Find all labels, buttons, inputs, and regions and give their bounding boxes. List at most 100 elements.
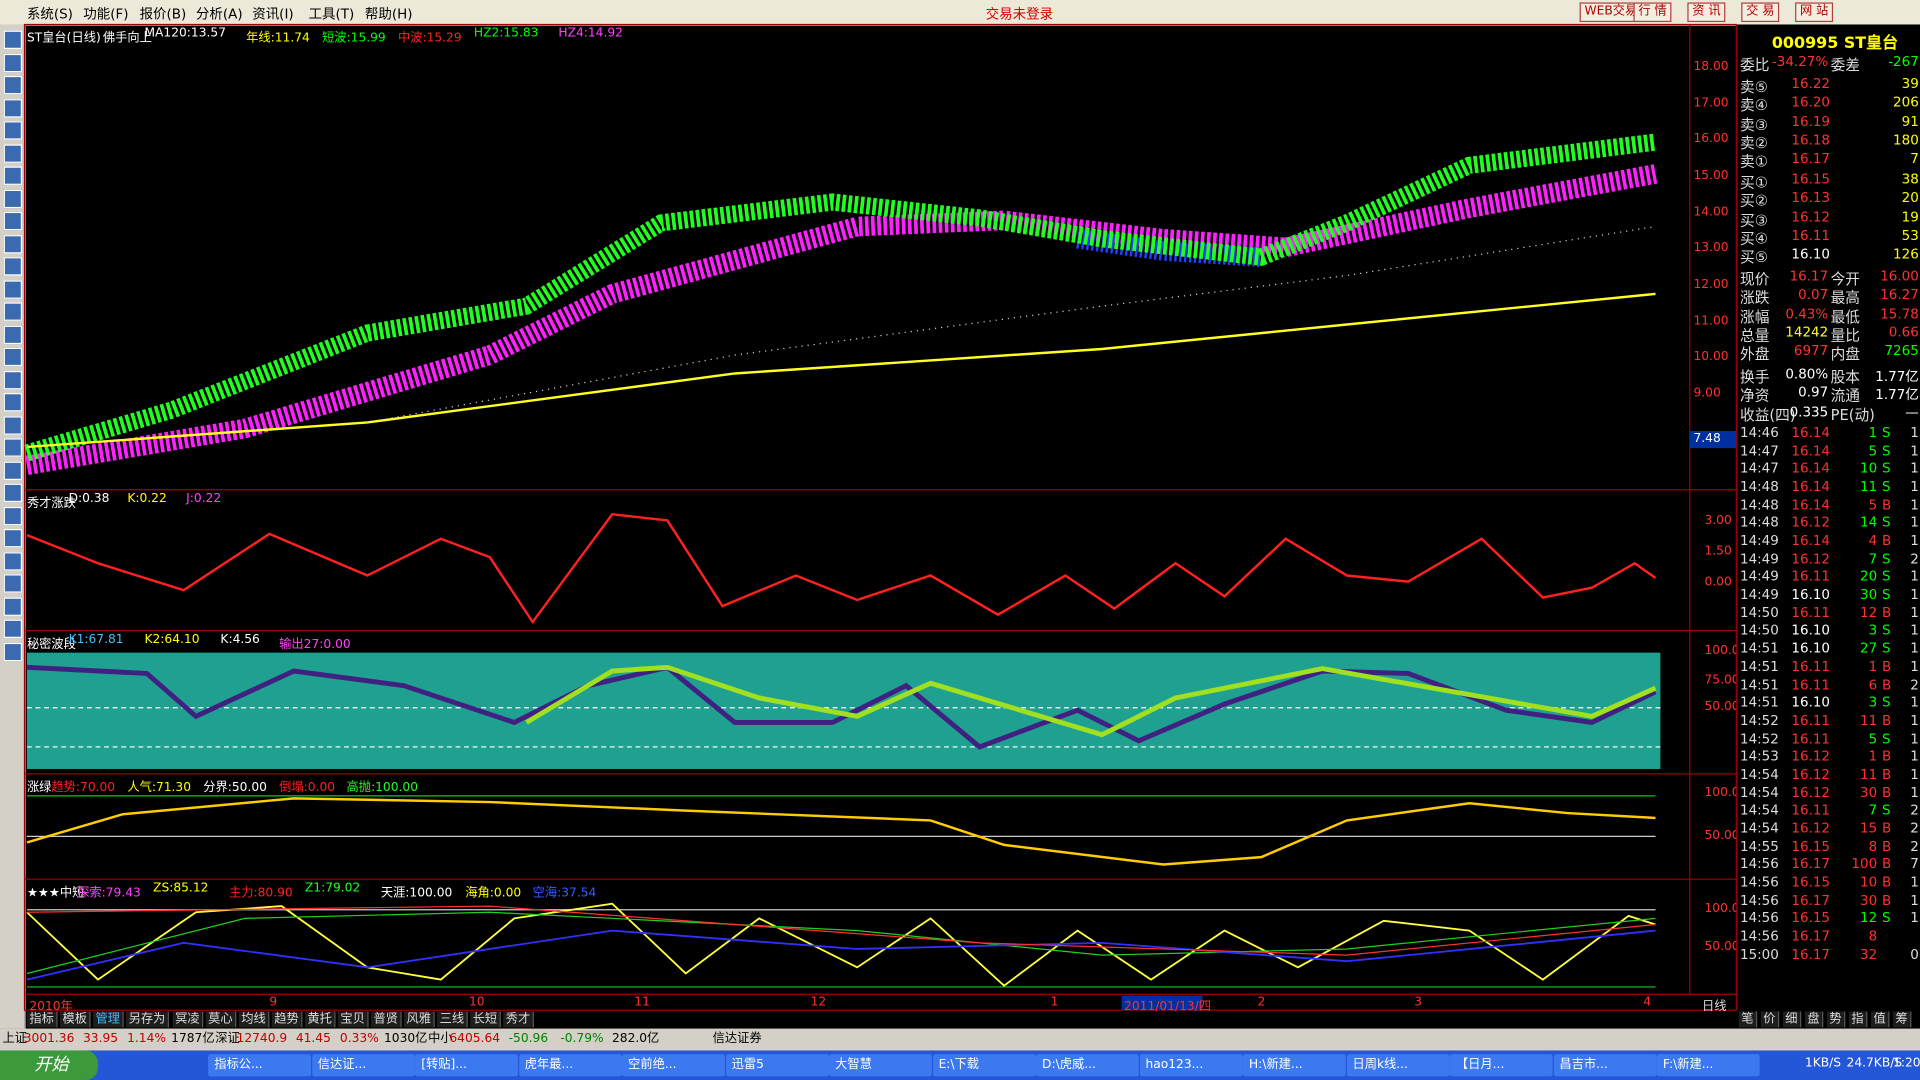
menu-item[interactable]: 帮助(H) — [364, 6, 413, 23]
tool-icon[interactable] — [3, 30, 23, 49]
login-status: 交易未登录 — [985, 6, 1054, 23]
tool-icon[interactable] — [3, 551, 23, 571]
tool-icon[interactable] — [3, 302, 23, 321]
tool-icon[interactable] — [3, 53, 23, 72]
tool-icon[interactable] — [3, 461, 23, 480]
indicator-value: 海角:0.00 — [465, 886, 522, 901]
bottom-tab[interactable]: 趋势 — [271, 1011, 303, 1028]
bottom-tab[interactable]: 另存为 — [126, 1011, 169, 1028]
indicator-drawing — [26, 512, 1661, 988]
bottom-tab[interactable]: 均线 — [238, 1011, 270, 1028]
tool-icon[interactable] — [3, 189, 23, 208]
tool-icon[interactable] — [3, 325, 23, 344]
task-button[interactable]: E:\下载 — [932, 1054, 1036, 1077]
tool-icon[interactable] — [3, 574, 23, 593]
right-tab[interactable]: 细 — [1782, 1011, 1802, 1028]
menu-item[interactable]: 报价(B) — [139, 6, 187, 23]
task-button[interactable]: 日周k线... — [1346, 1054, 1450, 1077]
indicator-value: 中波:15.29 — [397, 31, 462, 46]
tool-icon[interactable] — [3, 642, 23, 661]
trade-side: B — [1882, 604, 1892, 621]
task-button[interactable]: 昌吉市... — [1553, 1054, 1657, 1077]
index-value: 1030亿 — [383, 1032, 428, 1046]
tool-icon[interactable] — [3, 166, 23, 185]
bottom-tab[interactable]: 指标 — [26, 1011, 58, 1028]
bottom-tab[interactable]: 莫心 — [205, 1011, 237, 1028]
mid-blue — [26, 929, 1656, 981]
trade-time: 14:53 — [1740, 748, 1779, 765]
top-button[interactable]: 交 易 — [1741, 2, 1780, 23]
tool-icon[interactable] — [3, 370, 23, 389]
bottom-tab[interactable]: 管理 — [93, 1011, 124, 1028]
tool-icon[interactable] — [3, 415, 23, 435]
tool-icon[interactable] — [3, 483, 23, 503]
task-button[interactable]: hao123... — [1139, 1054, 1243, 1077]
bottom-tab[interactable]: 秀才 — [503, 1011, 534, 1028]
top-button[interactable]: 资 讯 — [1687, 2, 1726, 23]
menu-item[interactable]: 资讯(I) — [252, 6, 294, 23]
right-tab[interactable]: 值 — [1871, 1011, 1890, 1028]
bottom-tab[interactable]: 模板 — [60, 1011, 91, 1028]
tool-icon[interactable] — [3, 506, 23, 525]
right-tab[interactable]: 指 — [1848, 1011, 1868, 1028]
bid-volume: 38 — [1901, 171, 1919, 188]
task-button[interactable]: 大智慧 — [828, 1054, 932, 1077]
panel-tick: 50.00 — [1704, 700, 1740, 714]
tool-icon[interactable] — [3, 143, 23, 163]
tool-icon[interactable] — [3, 234, 23, 253]
task-button[interactable]: [转贴]... — [415, 1054, 518, 1077]
right-tab[interactable]: 势 — [1826, 1011, 1846, 1028]
task-button[interactable]: 迅雷5 — [725, 1054, 829, 1077]
bottom-tab[interactable]: 宝贝 — [337, 1011, 369, 1028]
right-tab[interactable]: 价 — [1760, 1011, 1780, 1028]
top-button[interactable]: 行 情 — [1633, 2, 1672, 23]
tool-icon[interactable] — [3, 121, 23, 140]
task-button[interactable]: 信达证... — [311, 1054, 415, 1077]
tool-icon[interactable] — [3, 596, 23, 616]
trade-price: 16.17 — [1791, 892, 1831, 909]
task-button[interactable]: H:\新建... — [1242, 1054, 1346, 1077]
trade-count: 1 — [1910, 784, 1919, 801]
bottom-tab[interactable]: 冥凌 — [172, 1011, 204, 1028]
menu-item[interactable]: 功能(F) — [83, 6, 129, 23]
tool-icon[interactable] — [3, 279, 23, 299]
tool-icon[interactable] — [3, 438, 23, 457]
tool-icon[interactable] — [3, 347, 23, 367]
tool-icon[interactable] — [3, 528, 23, 548]
right-tab[interactable]: 筹 — [1893, 1011, 1912, 1028]
label: 委比 — [1740, 56, 1770, 74]
indicator-value: MA120:13.57 — [144, 26, 226, 41]
right-tab[interactable]: 盘 — [1804, 1011, 1824, 1028]
top-button[interactable]: WEB交易 — [1579, 2, 1643, 23]
tool-icon[interactable] — [3, 211, 23, 231]
bottom-tab[interactable]: 长短 — [470, 1011, 501, 1028]
tool-icon[interactable] — [3, 75, 23, 95]
right-tab[interactable]: 笔 — [1738, 1011, 1758, 1028]
task-button[interactable]: 指标公... — [208, 1054, 312, 1077]
task-button[interactable]: 【日月... — [1449, 1054, 1553, 1077]
bottom-tab[interactable]: 三线 — [437, 1011, 468, 1028]
menu-item[interactable]: 工具(T) — [308, 6, 355, 23]
task-button[interactable]: 虎年最... — [518, 1054, 622, 1077]
task-button[interactable]: F:\新建... — [1656, 1054, 1760, 1077]
ask-volume: 180 — [1893, 132, 1919, 149]
trade-time: 14:50 — [1740, 622, 1779, 639]
start-button[interactable]: 开始 — [0, 1050, 98, 1080]
tool-icon[interactable] — [3, 257, 23, 276]
task-button[interactable]: D:\虎威... — [1035, 1054, 1139, 1077]
trade-price: 16.11 — [1791, 712, 1831, 729]
tool-icon[interactable] — [3, 98, 23, 117]
menu-item[interactable]: 系统(S) — [26, 6, 73, 23]
bottom-tab[interactable]: 风雅 — [404, 1011, 435, 1028]
menu-item[interactable]: 分析(A) — [195, 6, 243, 23]
trade-count: 1 — [1910, 658, 1919, 675]
trade-side: S — [1882, 622, 1891, 639]
trade-time: 14:50 — [1740, 604, 1779, 621]
tool-icon[interactable] — [3, 393, 23, 412]
bottom-tab[interactable]: 普贤 — [371, 1011, 402, 1028]
tool-icon[interactable] — [3, 619, 23, 638]
bottom-tab[interactable]: 黄托 — [304, 1011, 336, 1028]
top-button[interactable]: 网 站 — [1795, 2, 1834, 23]
trade-side: S — [1882, 730, 1891, 747]
task-button[interactable]: 空前绝... — [622, 1054, 725, 1077]
